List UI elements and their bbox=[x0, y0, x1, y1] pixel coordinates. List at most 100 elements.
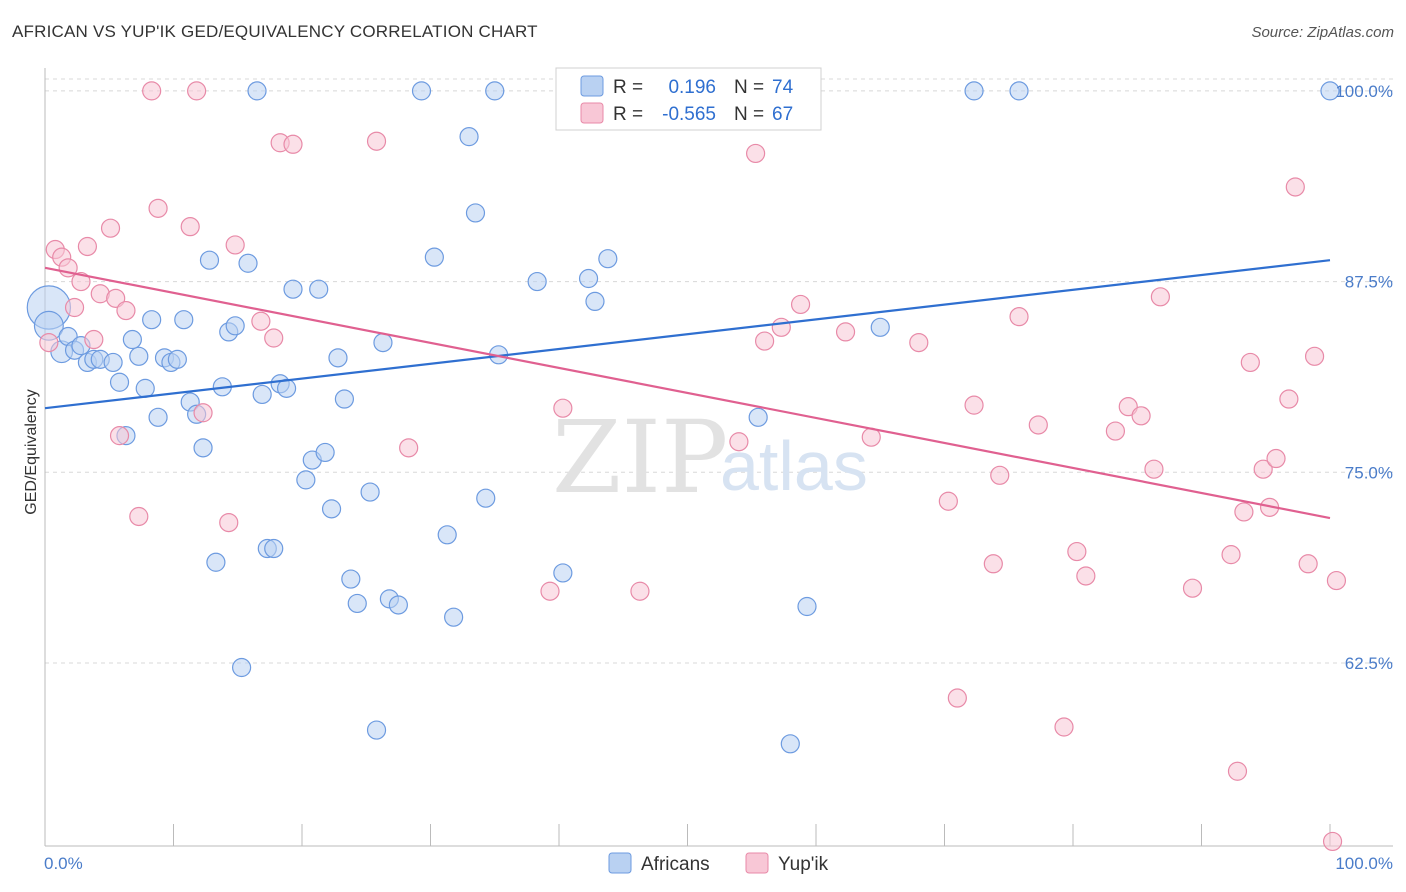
yupik-point-7 bbox=[84, 329, 104, 350]
africans-point-65 bbox=[598, 249, 618, 269]
africans-point-13 bbox=[129, 346, 149, 366]
yupik-point-33 bbox=[771, 317, 791, 337]
x-tick-label-0: 0.0% bbox=[44, 854, 83, 873]
yupik-point-9 bbox=[100, 218, 121, 238]
africans-point-23 bbox=[193, 438, 213, 458]
africans-point-53 bbox=[424, 247, 444, 267]
yupik-point-19 bbox=[219, 512, 239, 533]
africans-point-71 bbox=[964, 81, 984, 101]
africans-point-45 bbox=[341, 569, 361, 589]
africans-point-70 bbox=[870, 317, 890, 337]
y-tick-label-1: 75.0% bbox=[1345, 463, 1393, 482]
yupik-point-38 bbox=[938, 491, 958, 511]
africans-point-16 bbox=[148, 407, 168, 427]
yupik-trend-line bbox=[44, 266, 1331, 520]
africans-point-61 bbox=[527, 271, 547, 292]
yupik-point-13 bbox=[129, 506, 149, 527]
africans-point-9 bbox=[103, 352, 123, 373]
yupik-point-18 bbox=[193, 403, 213, 423]
africans-point-73 bbox=[1320, 81, 1340, 101]
yupik-point-42 bbox=[990, 465, 1010, 485]
africans-point-37 bbox=[283, 279, 303, 299]
y-axis-label: GED/Equivalency bbox=[23, 389, 40, 514]
africans-point-68 bbox=[780, 734, 800, 754]
africans-point-57 bbox=[465, 203, 486, 223]
yupik-point-24 bbox=[283, 134, 303, 154]
yupik-point-10 bbox=[106, 288, 126, 308]
yupik-point-64 bbox=[1304, 346, 1325, 366]
grid-lines bbox=[45, 78, 1393, 664]
africans-point-59 bbox=[485, 81, 505, 101]
yupik-point-16 bbox=[180, 217, 200, 237]
legend-n-label-africans: N = bbox=[734, 77, 764, 98]
legend-r-value-yupik: -0.565 bbox=[662, 104, 716, 125]
africans-point-55 bbox=[444, 607, 464, 627]
yupik-point-25 bbox=[366, 131, 387, 151]
trend-lines bbox=[44, 259, 1331, 520]
data-points bbox=[26, 81, 1347, 852]
africans-point-29 bbox=[232, 657, 252, 678]
yupik-point-56 bbox=[1240, 352, 1260, 373]
y-tick-label-2: 87.5% bbox=[1345, 273, 1393, 292]
africans-point-56 bbox=[459, 127, 479, 147]
yupik-point-6 bbox=[77, 236, 98, 257]
africans-point-12 bbox=[122, 329, 142, 350]
bottom-legend: Africans Yup'ik bbox=[608, 852, 829, 875]
legend-swatch-africans bbox=[580, 75, 604, 97]
africans-point-72 bbox=[1009, 81, 1029, 101]
yupik-point-45 bbox=[1054, 717, 1074, 737]
yupik-point-44 bbox=[1028, 415, 1048, 435]
africans-point-24 bbox=[199, 250, 220, 270]
yupik-point-61 bbox=[1279, 389, 1299, 409]
africans-point-15 bbox=[142, 310, 162, 330]
bottom-legend-swatch-yupik bbox=[745, 852, 769, 874]
africans-point-64 bbox=[585, 291, 605, 311]
yupik-point-34 bbox=[790, 294, 811, 315]
yupik-point-43 bbox=[1009, 307, 1029, 327]
source-label: Source: ZipAtlas.com bbox=[1251, 24, 1394, 41]
yupik-point-39 bbox=[947, 688, 967, 708]
yupik-point-57 bbox=[1234, 502, 1254, 522]
africans-point-14 bbox=[135, 378, 155, 398]
africans-point-41 bbox=[315, 442, 335, 463]
bottom-legend-label-yupik: Yup'ik bbox=[778, 854, 829, 875]
yupik-point-20 bbox=[225, 235, 245, 255]
yupik-point-55 bbox=[1227, 761, 1248, 781]
yupik-point-62 bbox=[1285, 177, 1305, 197]
africans-point-62 bbox=[553, 563, 573, 583]
africans-point-40 bbox=[309, 279, 329, 299]
yupik-point-63 bbox=[1298, 554, 1318, 574]
africans-point-32 bbox=[252, 384, 272, 405]
yupik-point-11 bbox=[109, 426, 130, 446]
africans-point-46 bbox=[347, 593, 367, 614]
y-tick-label-3: 100.0% bbox=[1335, 82, 1393, 101]
africans-point-44 bbox=[334, 389, 355, 409]
africans-point-49 bbox=[373, 332, 393, 353]
yupik-point-32 bbox=[754, 331, 775, 351]
yupik-point-47 bbox=[1076, 566, 1096, 586]
africans-point-58 bbox=[476, 488, 496, 508]
watermark: ZIP atlas bbox=[552, 399, 868, 516]
yupik-point-4 bbox=[64, 297, 85, 318]
legend-n-value-africans: 74 bbox=[772, 77, 794, 98]
africans-point-69 bbox=[797, 596, 817, 617]
bottom-legend-label-africans: Africans bbox=[641, 854, 710, 875]
yupik-point-52 bbox=[1150, 287, 1170, 307]
x-tick-label-1: 100.0% bbox=[1335, 854, 1393, 873]
yupik-point-17 bbox=[187, 81, 207, 101]
yupik-point-21 bbox=[251, 311, 271, 331]
yupik-point-60 bbox=[1266, 448, 1286, 469]
bottom-legend-swatch-africans bbox=[608, 852, 632, 874]
yupik-point-28 bbox=[553, 398, 573, 418]
yupik-point-35 bbox=[835, 322, 856, 342]
africans-point-48 bbox=[366, 720, 387, 740]
legend-r-value-africans: 0.196 bbox=[668, 77, 716, 98]
yupik-point-12 bbox=[116, 300, 136, 321]
africans-point-30 bbox=[238, 253, 258, 273]
yupik-point-5 bbox=[71, 271, 91, 292]
africans-point-43 bbox=[328, 348, 348, 368]
x-tick-labels: 0.0% 100.0% bbox=[44, 854, 1393, 873]
legend-n-label-yupik: N = bbox=[734, 104, 764, 125]
africans-point-38 bbox=[296, 470, 316, 490]
